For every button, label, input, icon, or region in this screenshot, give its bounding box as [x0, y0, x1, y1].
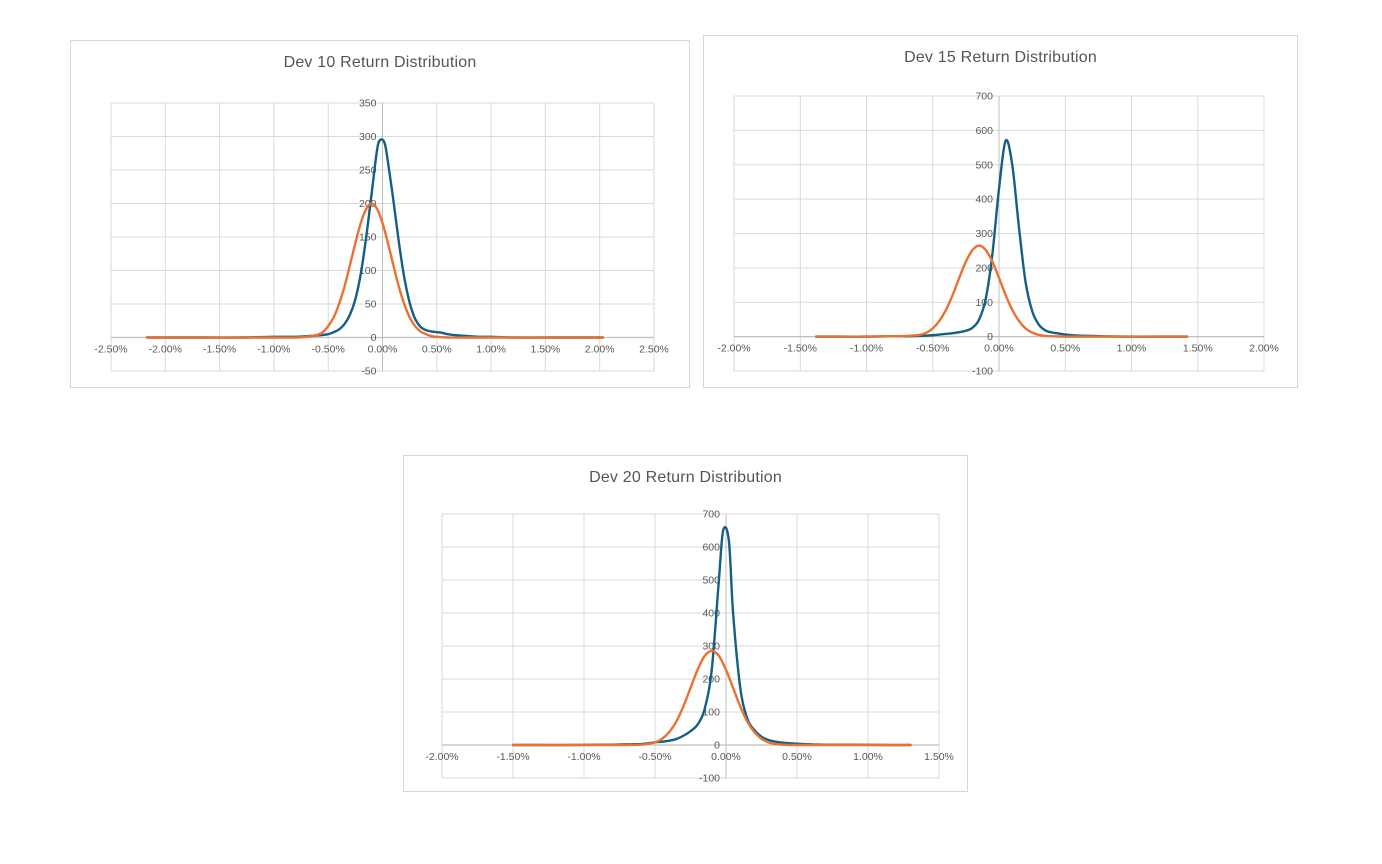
x-tick-label: 2.50% [639, 344, 669, 356]
x-tick-label: 0.50% [422, 344, 452, 356]
x-tick-label: 2.00% [585, 344, 615, 356]
series-orange-line [511, 649, 912, 747]
y-tick-label: 0 [371, 332, 377, 344]
y-tick-label: 200 [359, 198, 377, 210]
y-tick-label: -100 [972, 366, 993, 378]
x-tick-label: -2.50% [94, 344, 127, 356]
x-tick-label: -2.00% [149, 344, 182, 356]
x-tick-label: 1.50% [531, 344, 561, 356]
x-tick-label: 0.00% [368, 344, 398, 356]
x-tick-label: -1.00% [257, 344, 290, 356]
x-tick-label: -1.50% [496, 751, 529, 763]
y-tick-label: 600 [702, 542, 720, 554]
y-tick-label: 150 [359, 232, 377, 244]
x-tick-label: -2.00% [425, 751, 458, 763]
y-tick-label: 300 [975, 228, 993, 240]
axis-labels: -2.00% -1.50% -1.00% -0.50% 0.00% 0.50% 1.00% 1… [425, 509, 954, 785]
y-tick-label: 500 [702, 575, 720, 587]
y-tick-label: 400 [975, 194, 993, 206]
x-tick-label: -2.00% [717, 343, 750, 355]
x-tick-label: 0.00% [984, 343, 1014, 355]
axis-labels: -2.00% -1.50% -1.00% -0.50% 0.00% 0.50% 1.00% 1… [717, 91, 1279, 378]
x-tick-label: -1.00% [850, 343, 883, 355]
y-tick-label: 300 [359, 131, 377, 143]
y-tick-label: 100 [702, 707, 720, 719]
series-orange-line [814, 244, 1189, 338]
y-tick-label: 50 [365, 299, 377, 311]
x-tick-label: 2.00% [1249, 343, 1279, 355]
y-tick-label: 250 [359, 165, 377, 177]
x-tick-label: 1.50% [924, 751, 954, 763]
y-tick-label: 350 [359, 98, 377, 110]
chart-canvas: -2.00% -1.50% -1.00% -0.50% 0.00% 0.50% 1.00% 1… [425, 509, 954, 785]
chart-title: Dev 20 Return Distribution [589, 469, 782, 486]
gridlines [441, 513, 940, 779]
series-orange-line [145, 202, 605, 339]
y-tick-label: 700 [975, 91, 993, 103]
y-tick-label: 600 [975, 125, 993, 137]
y-tick-label: 300 [702, 641, 720, 653]
y-tick-label: 200 [975, 262, 993, 274]
chart-canvas: -2.50% -2.00% -1.50% -1.00% -0.50% 0.00% 0.50%… [94, 98, 669, 378]
x-tick-label: 1.00% [476, 344, 506, 356]
chart-dev-15-return-distribution[interactable]: Dev 15 Return Distribution -2.00% -1.50% -… [703, 35, 1298, 388]
y-tick-label: 0 [714, 740, 720, 752]
y-tick-label: 0 [987, 331, 993, 343]
y-tick-label: 500 [975, 159, 993, 171]
y-tick-label: 700 [702, 509, 720, 521]
x-tick-label: 0.50% [782, 751, 812, 763]
chart-dev-20-return-distribution[interactable]: Dev 20 Return Distribution -2.00% -1.50% -… [403, 455, 968, 792]
y-tick-label: -100 [699, 773, 720, 785]
y-tick-label: 100 [359, 265, 377, 277]
x-tick-label: 0.00% [711, 751, 741, 763]
y-tick-label: -50 [361, 366, 376, 378]
x-tick-label: -0.50% [916, 343, 949, 355]
x-tick-label: 1.50% [1183, 343, 1213, 355]
chart-title: Dev 15 Return Distribution [904, 49, 1097, 66]
x-tick-label: -1.50% [203, 344, 236, 356]
x-tick-label: 1.00% [853, 751, 883, 763]
x-tick-label: -1.50% [784, 343, 817, 355]
series-blue-line [814, 138, 1189, 338]
x-tick-label: -0.50% [638, 751, 671, 763]
x-tick-label: 0.50% [1050, 343, 1080, 355]
axis-labels: -2.50% -2.00% -1.50% -1.00% -0.50% 0.00% 0.50%… [94, 98, 669, 378]
x-tick-label: -0.50% [312, 344, 345, 356]
chart-canvas: -2.00% -1.50% -1.00% -0.50% 0.00% 0.50% 1.00% 1… [717, 91, 1279, 378]
chart-title: Dev 10 Return Distribution [283, 54, 477, 71]
x-tick-label: -1.00% [567, 751, 600, 763]
chart-dev-10-return-distribution[interactable]: Dev 10 Return Distribution -2.50% -2.00% -… [70, 40, 690, 388]
x-tick-label: 1.00% [1117, 343, 1147, 355]
